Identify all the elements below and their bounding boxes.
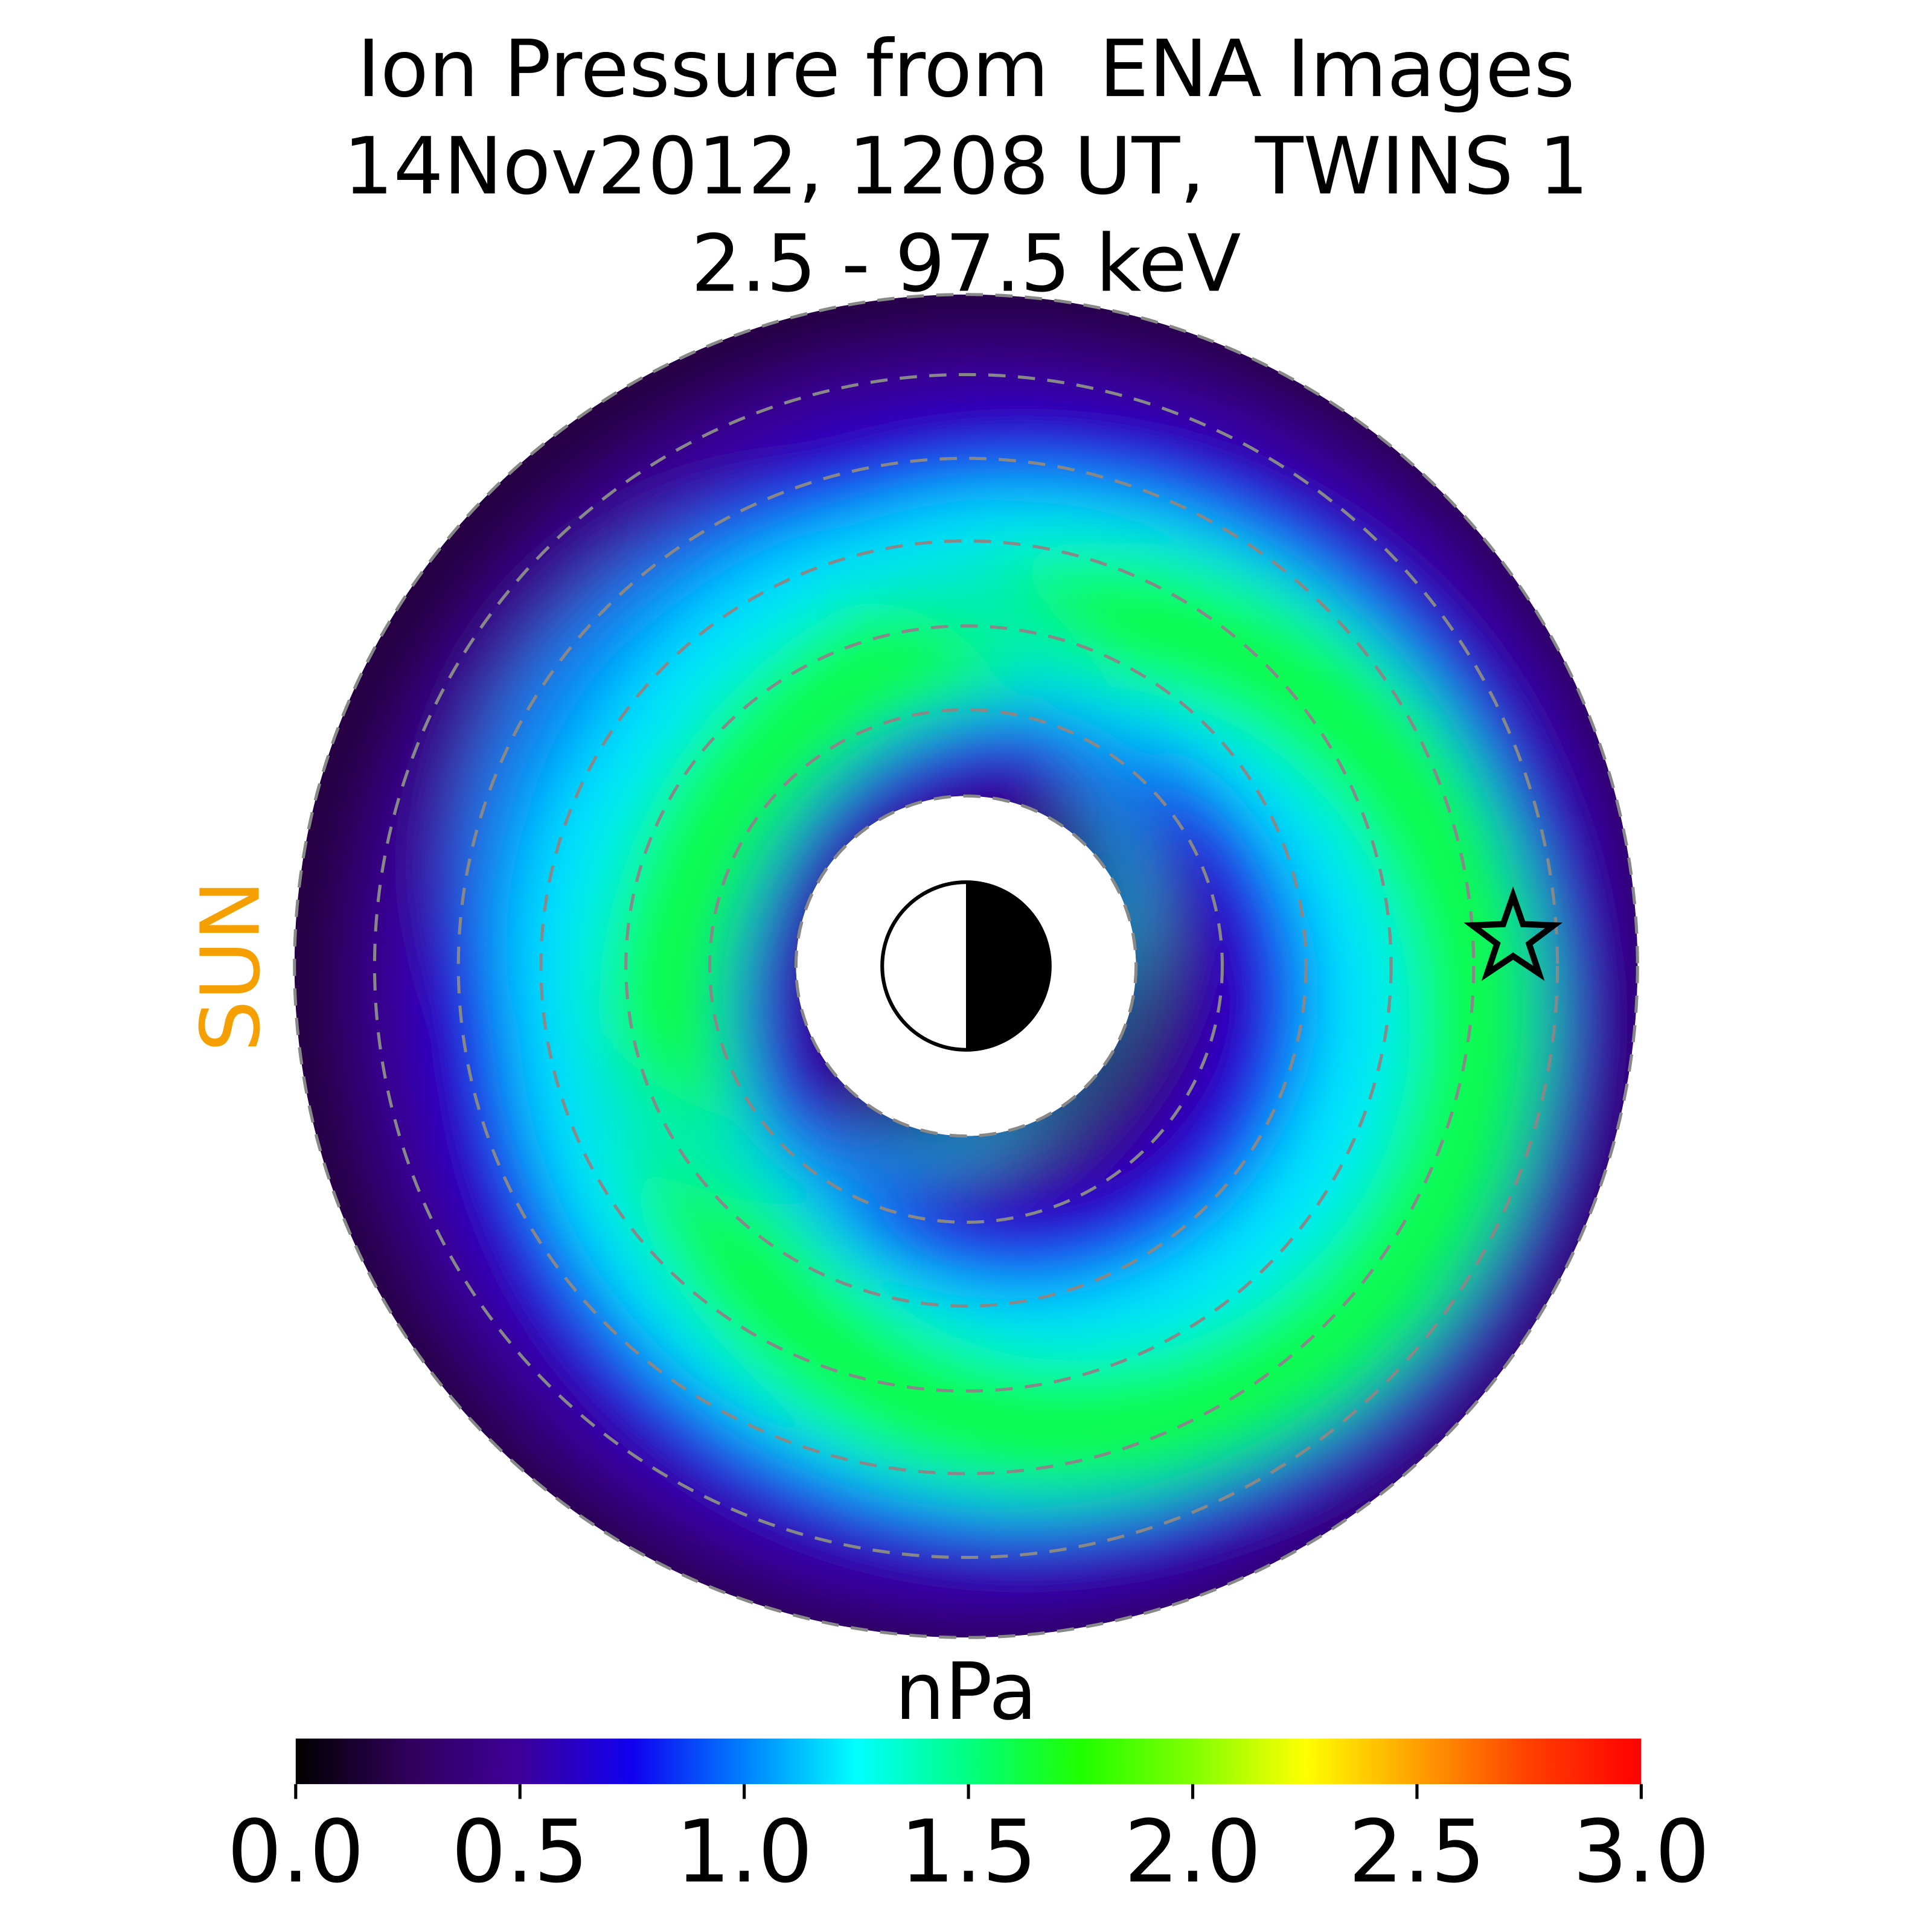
x-tick-label: 1.5 xyxy=(900,1801,1037,1902)
x-tick-label: 3.0 xyxy=(1573,1801,1710,1902)
sun-label: SUN xyxy=(184,880,278,1052)
x-tick-label: 0.0 xyxy=(227,1801,364,1902)
x-tick-label: 1.0 xyxy=(676,1801,813,1902)
colorbar xyxy=(295,1738,1642,1785)
earth xyxy=(880,880,1052,1052)
colorbar-label: nPa xyxy=(895,1646,1037,1738)
satellite-star xyxy=(1463,886,1563,981)
title-line: Ion Pressure from ENA Images xyxy=(357,23,1575,115)
x-tick-label: 2.0 xyxy=(1124,1801,1261,1902)
l-shell-circles xyxy=(293,293,1639,1639)
title-line: 14Nov2012, 1208 UT, TWINS 1 xyxy=(343,120,1588,212)
x-tick-label: 0.5 xyxy=(452,1801,589,1902)
title-line: 2.5 - 97.5 keV xyxy=(691,218,1241,310)
x-tick-label: 2.5 xyxy=(1348,1801,1485,1902)
